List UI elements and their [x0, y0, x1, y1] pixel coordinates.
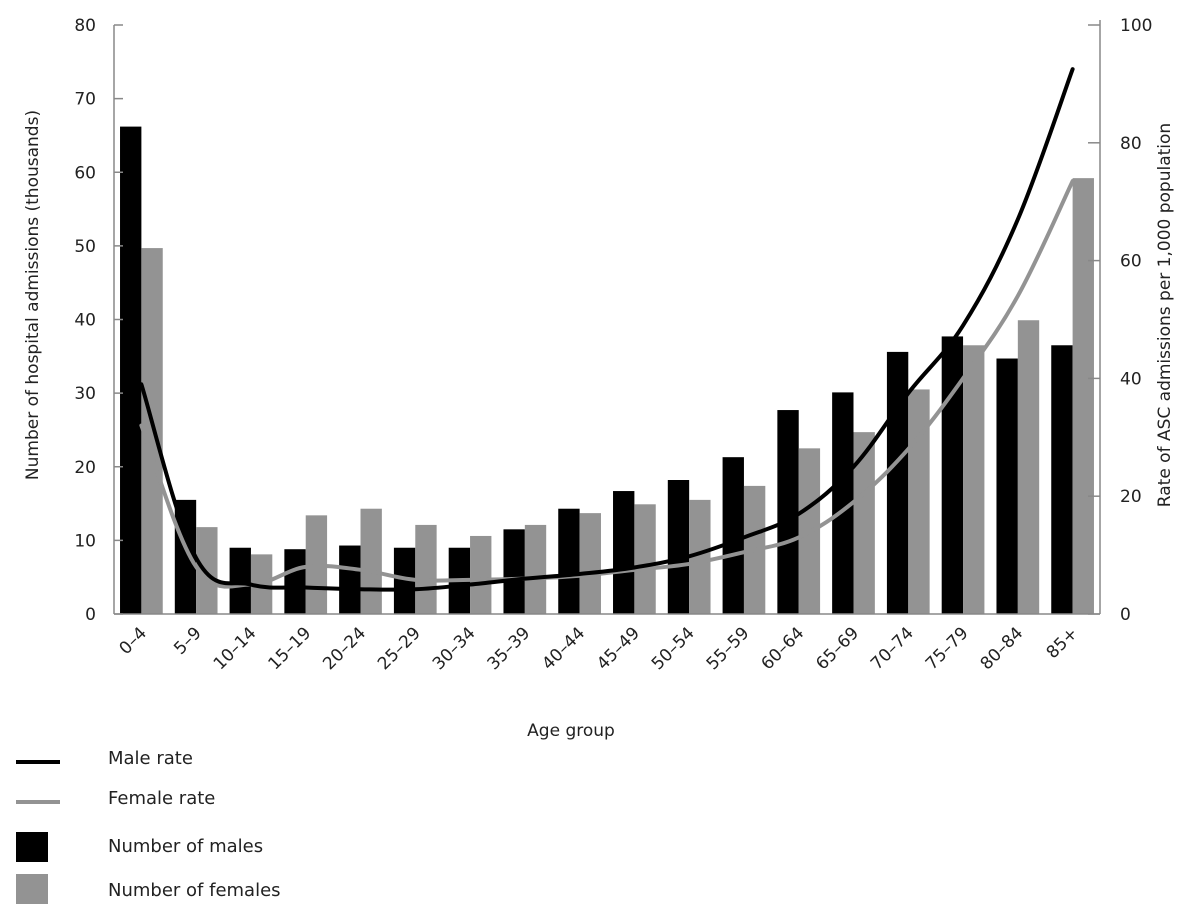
bar-number-of-males-70-74	[886, 351, 909, 614]
bar-number-of-males-5-9	[174, 499, 197, 614]
bar-number-of-males-75-79	[941, 336, 964, 614]
bars-layer	[120, 126, 1094, 615]
bar-number-of-females-20-24	[360, 508, 382, 614]
x-tick-label-75-79: 75–79	[922, 623, 973, 674]
x-tick-label-15-19: 15–19	[265, 623, 316, 674]
bar-number-of-females-70-74	[908, 389, 930, 614]
x-tick-label-10-14: 10–14	[210, 623, 261, 674]
bar-number-of-males-85	[1051, 345, 1073, 614]
legend-item-number-of-males: Number of males	[12, 832, 412, 862]
legend-item-female-rate: Female rate	[12, 786, 412, 816]
x-tick-label-85: 85+	[1043, 623, 1083, 663]
legend-label-number-of-females: Number of females	[108, 880, 281, 901]
y-left-tick-label-20: 20	[74, 458, 96, 478]
legend-key-female-rate	[16, 800, 60, 804]
bar-number-of-males-80-84	[996, 358, 1018, 614]
y-right-tick-label-80: 80	[1120, 134, 1142, 154]
bar-number-of-males-65-69	[832, 392, 854, 614]
legend-item-number-of-females: Number of females	[12, 874, 412, 904]
x-tick-label-55-59: 55–59	[703, 623, 754, 674]
x-tick-label-70-74: 70–74	[867, 623, 918, 674]
legend-key-number-of-males	[16, 832, 48, 862]
x-tick-label-30-34: 30–34	[429, 623, 480, 674]
legend-label-number-of-males: Number of males	[108, 836, 264, 857]
bar-number-of-males-60-64	[777, 410, 799, 614]
y-right-tick-label-20: 20	[1120, 487, 1142, 507]
x-axis-title: Age group	[527, 721, 615, 741]
x-tick-label-35-39: 35–39	[484, 623, 535, 674]
bar-number-of-males-20-24	[339, 545, 361, 614]
bar-number-of-females-35-39	[524, 524, 547, 614]
bar-number-of-females-75-79	[963, 345, 985, 614]
x-tick-label-20-24: 20–24	[319, 623, 370, 674]
y-axis-left-title: Number of hospital admissions (thousands…	[23, 110, 43, 480]
x-tick-label-50-54: 50–54	[648, 623, 699, 674]
bar-number-of-females-80-84	[1017, 320, 1040, 614]
y-left-tick-label-30: 30	[74, 384, 96, 404]
y-left-tick-label-50: 50	[74, 237, 96, 257]
y-left-tick-label-80: 80	[74, 16, 96, 36]
lines-layer	[139, 67, 1075, 592]
y-left-tick-label-0: 0	[85, 605, 96, 625]
bar-number-of-females-50-54	[689, 499, 711, 614]
y-right-tick-label-60: 60	[1120, 252, 1142, 272]
bar-number-of-females-85	[1072, 178, 1094, 614]
x-tick-label-25-29: 25–29	[374, 623, 425, 674]
y-left-tick-label-60: 60	[74, 163, 96, 183]
x-tick-label-60-64: 60–64	[758, 623, 809, 674]
bar-number-of-females-25-29	[415, 524, 437, 614]
x-tick-label-5-9: 5–9	[170, 623, 205, 658]
bar-number-of-males-15-19	[284, 549, 306, 614]
bar-number-of-females-0-4	[141, 248, 163, 615]
bar-number-of-females-40-44	[579, 513, 601, 614]
line-male-rate	[139, 67, 1075, 592]
y-left-tick-label-70: 70	[74, 90, 96, 110]
legend-key-number-of-females	[16, 874, 48, 904]
y-left-tick-label-10: 10	[74, 531, 96, 551]
bar-number-of-females-45-49	[634, 504, 656, 614]
x-tick-label-40-44: 40–44	[538, 623, 589, 674]
legend-label-female-rate: Female rate	[108, 788, 216, 809]
legend-item-male-rate: Male rate	[12, 746, 412, 776]
y-right-tick-label-100: 100	[1120, 16, 1152, 36]
legend-label-male-rate: Male rate	[108, 748, 193, 769]
bar-number-of-males-25-29	[393, 547, 416, 614]
bar-number-of-males-45-49	[613, 491, 635, 614]
bar-number-of-males-50-54	[667, 480, 690, 614]
legend-key-male-rate	[16, 760, 60, 764]
y-right-tick-label-0: 0	[1120, 605, 1131, 625]
x-tick-label-0-4: 0–4	[115, 623, 150, 658]
line-female-rate	[139, 179, 1075, 589]
bar-number-of-females-65-69	[853, 432, 875, 614]
bar-number-of-females-30-34	[470, 535, 492, 614]
y-right-tick-label-40: 40	[1120, 369, 1142, 389]
x-tick-label-80-84: 80–84	[977, 623, 1028, 674]
y-left-tick-label-40: 40	[74, 311, 96, 331]
bar-number-of-males-55-59	[722, 457, 744, 614]
x-tick-label-65-69: 65–69	[812, 623, 863, 674]
bar-number-of-males-35-39	[503, 529, 525, 614]
y-axis-right-title: Rate of ASC admissions per 1,000 populat…	[1155, 123, 1175, 507]
bar-number-of-males-40-44	[558, 508, 580, 614]
x-tick-label-45-49: 45–49	[593, 623, 644, 674]
bar-number-of-males-10-14	[229, 547, 251, 614]
bar-number-of-males-0-4	[120, 126, 142, 614]
